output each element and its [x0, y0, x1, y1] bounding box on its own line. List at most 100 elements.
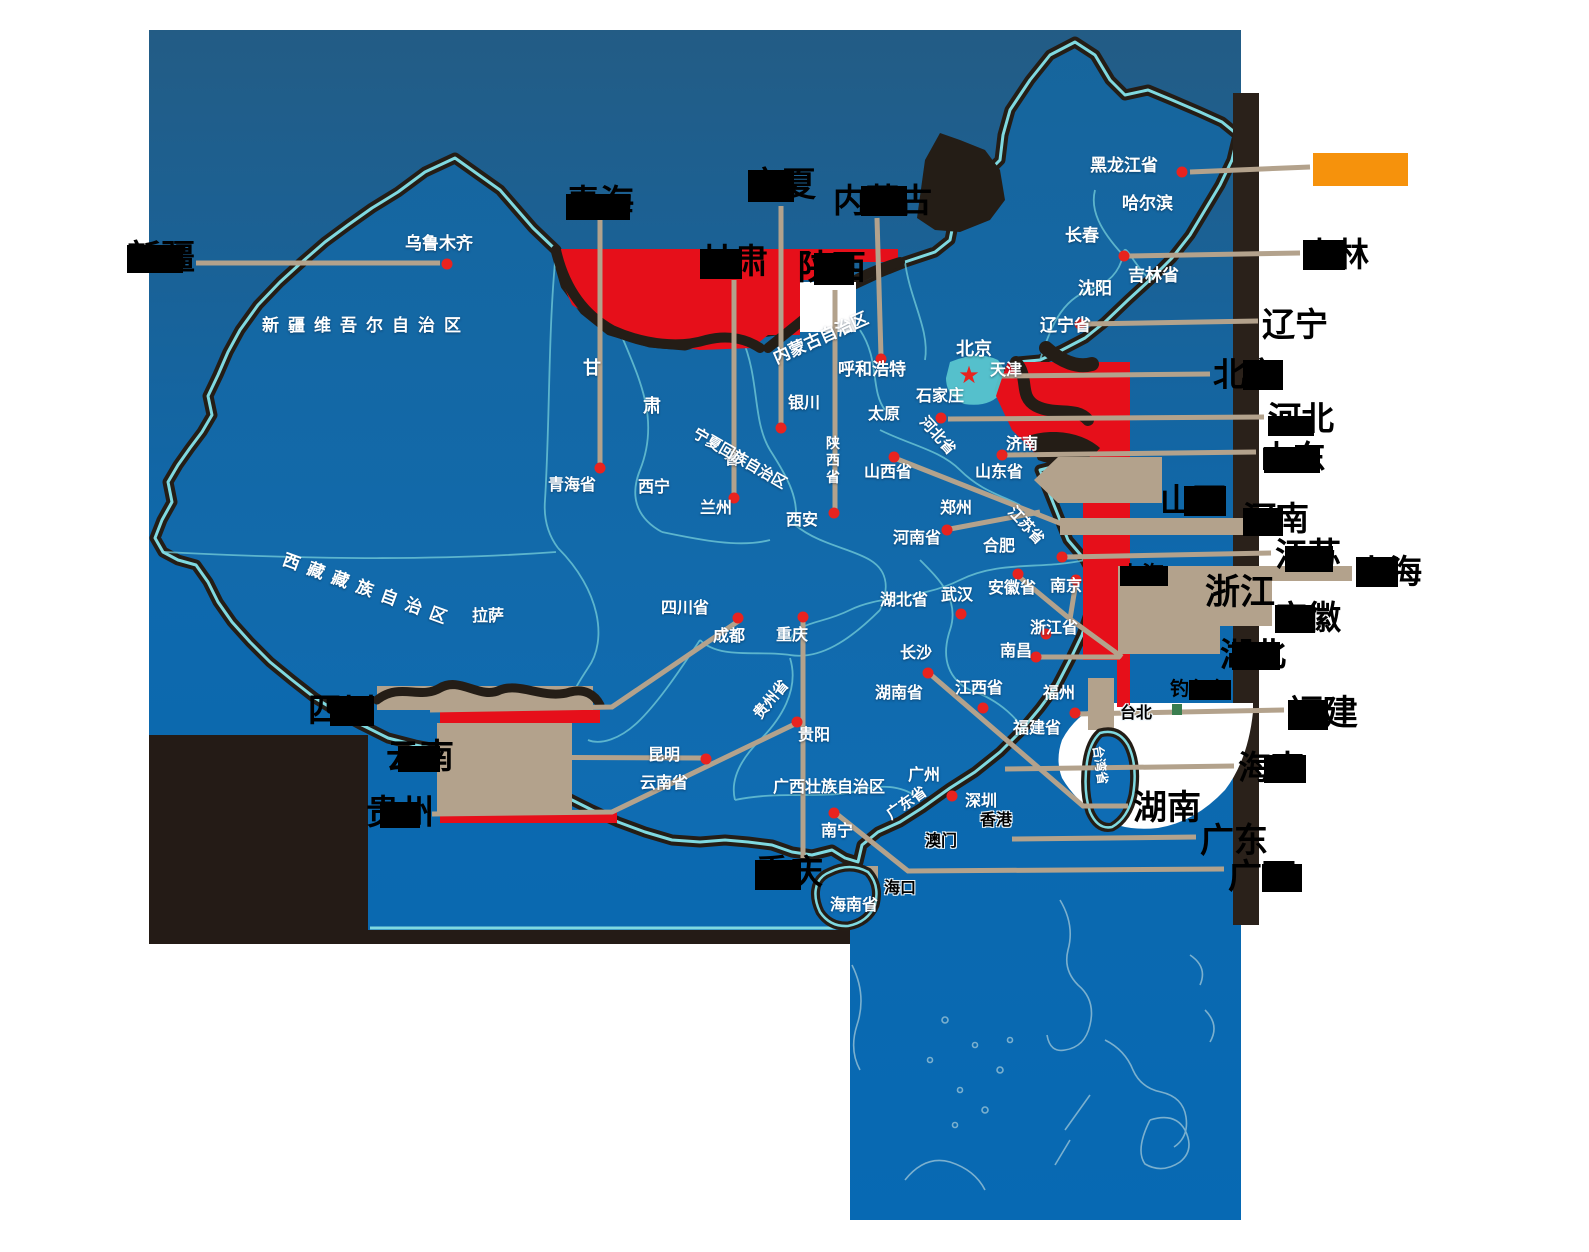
- glitch-black-box: [748, 170, 794, 202]
- border-redraw-3: [372, 680, 605, 710]
- province-callout-label[interactable]: 江苏: [1275, 538, 1341, 572]
- glitch-black-box: [1243, 360, 1283, 390]
- province-callout-label[interactable]: 贵州: [366, 796, 434, 830]
- city-dot[interactable]: [594, 462, 606, 474]
- city-dot[interactable]: [996, 449, 1008, 461]
- province-callout-label[interactable]: 山西: [1160, 484, 1226, 517]
- province-callout-label[interactable]: 云南: [386, 740, 454, 774]
- province-callout-label[interactable]: 北京: [1213, 358, 1283, 391]
- province-callout-label[interactable]: 宁夏: [748, 168, 816, 202]
- map-label: 西宁: [638, 477, 671, 496]
- callout-line: [836, 813, 1225, 874]
- province-callout-label[interactable]: 内蒙古: [833, 184, 932, 217]
- map-label: 河南省: [893, 528, 942, 547]
- province-callout-label[interactable]: 广东: [1200, 824, 1268, 858]
- city-dot[interactable]: [1030, 651, 1042, 663]
- map-label-dark: 台北: [1120, 703, 1153, 722]
- city-dot[interactable]: [1069, 707, 1081, 719]
- glitch-black-box: [1275, 605, 1315, 633]
- map-label: 广州: [908, 765, 941, 784]
- city-dot[interactable]: [700, 753, 712, 765]
- city-dot[interactable]: [922, 667, 934, 679]
- province-callout-label[interactable]: 河北: [1268, 402, 1334, 436]
- map-label: 深圳: [965, 791, 998, 810]
- glitch-black-box: [814, 253, 854, 285]
- callout-line: [1011, 834, 1197, 842]
- province-callout-label[interactable]: 浙江: [1205, 575, 1275, 610]
- map-label: 贵州省: [749, 676, 793, 723]
- map-label: 石家庄: [916, 386, 965, 405]
- glitch-black-box: [700, 249, 742, 279]
- city-dot[interactable]: [828, 807, 840, 819]
- city-dot[interactable]: [1056, 551, 1068, 563]
- city-dot[interactable]: [875, 353, 887, 365]
- city-dot[interactable]: [1012, 568, 1024, 580]
- map-label: 昆明: [648, 745, 681, 764]
- province-callout-label[interactable]: 新疆: [127, 241, 195, 275]
- province-callout-label[interactable]: 四川: [308, 694, 376, 728]
- south-china-sea-islands-sketch: [851, 899, 1215, 1191]
- city-dot[interactable]: [775, 422, 787, 434]
- province-callout-label[interactable]: 陕西: [798, 251, 866, 285]
- province-callout-label[interactable]: 山东: [1260, 441, 1326, 474]
- province-callout-label[interactable]: 重庆: [755, 856, 823, 890]
- province-callout-label[interactable]: 河南: [1243, 502, 1309, 536]
- glitch-tan-block-a: [1034, 457, 1162, 503]
- map-label: 武汉: [941, 585, 974, 604]
- city-dot[interactable]: [946, 790, 958, 802]
- city-dot[interactable]: [732, 612, 744, 624]
- province-callout-label[interactable]: 安徽: [1275, 601, 1341, 634]
- province-callout-text: 广东: [1200, 821, 1268, 861]
- city-dot[interactable]: [728, 492, 740, 504]
- province-callout-label[interactable]: 广西: [1228, 860, 1302, 894]
- map-label: 辽宁省: [1040, 316, 1091, 336]
- city-dot[interactable]: [797, 611, 809, 623]
- city-dot[interactable]: [1176, 166, 1188, 178]
- glitch-black-box: [861, 186, 907, 216]
- map-label: 陕: [826, 436, 840, 452]
- province-callout-label[interactable]: 上海: [1120, 564, 1168, 586]
- highlighted-province-box[interactable]: [1313, 153, 1408, 186]
- glitch-dark-rect: [149, 735, 368, 943]
- glitch-black-box: [1262, 864, 1302, 892]
- province-callout-text: 湖南: [1133, 788, 1201, 828]
- map-label: 合肥: [983, 536, 1016, 555]
- map-label: 省: [826, 470, 840, 486]
- province-callout-label[interactable]: 吉林: [1303, 238, 1369, 271]
- map-label: 福建省: [1013, 718, 1062, 737]
- province-callout-label[interactable]: 福建: [1288, 696, 1358, 731]
- callout-line: [1065, 550, 1272, 560]
- city-dot[interactable]: [828, 507, 840, 519]
- bohai-teal-patch: [946, 355, 1006, 405]
- city-dot[interactable]: [888, 451, 900, 463]
- city-dot[interactable]: [1070, 574, 1082, 586]
- province-callout-label[interactable]: 青海: [566, 186, 634, 220]
- city-dot[interactable]: [1118, 250, 1130, 262]
- province-callout-label[interactable]: 湖南: [1133, 791, 1201, 825]
- city-dot[interactable]: [1074, 318, 1086, 330]
- map-label: 乌鲁木齐: [405, 234, 473, 254]
- province-callout-label[interactable]: 海南: [1238, 751, 1306, 784]
- glitch-black-box: [1189, 680, 1231, 700]
- city-dot[interactable]: [941, 524, 953, 536]
- province-callout-label[interactable]: 上海: [1356, 555, 1422, 588]
- map-label: 沈阳: [1078, 279, 1112, 299]
- province-callout-label[interactable]: 辽宁: [1262, 308, 1328, 341]
- province-callout-label[interactable]: 湖北: [1220, 638, 1286, 671]
- map-bottom-border: [149, 930, 850, 944]
- city-dot[interactable]: [791, 716, 803, 728]
- city-dot[interactable]: [955, 608, 967, 620]
- glitch-black-box: [1243, 508, 1283, 536]
- city-dot[interactable]: [935, 412, 947, 424]
- taiwan-cyan-line: [1084, 730, 1136, 829]
- glitch-tan-yunnan-block: [437, 723, 572, 813]
- province-callout-label[interactable]: 甘肃: [700, 245, 768, 279]
- province-callout-text: 辽宁: [1262, 305, 1328, 344]
- city-dot[interactable]: [977, 702, 989, 714]
- province-callout-label[interactable]: 钓鱼岛: [1170, 680, 1231, 700]
- city-dot[interactable]: [441, 258, 453, 270]
- city-dot[interactable]: [1040, 628, 1052, 640]
- map-label: 新疆维吾尔自治区: [262, 316, 470, 336]
- callout-line: [429, 617, 742, 713]
